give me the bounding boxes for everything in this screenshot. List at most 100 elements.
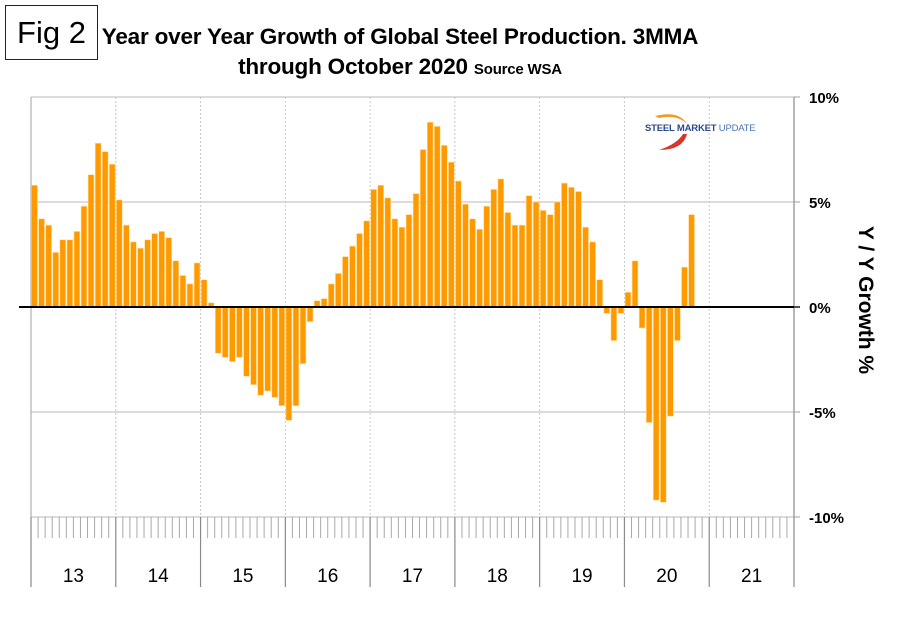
figure-label: Fig 2 <box>5 5 98 60</box>
y-tick-label: 10% <box>809 90 839 107</box>
bar <box>419 149 427 308</box>
bar <box>320 298 328 308</box>
bar <box>667 306 674 417</box>
y-tick-label: -5% <box>809 405 836 422</box>
bar <box>405 214 413 308</box>
bar <box>518 224 526 308</box>
bar <box>73 231 81 308</box>
bar <box>448 161 455 308</box>
bar <box>653 306 660 501</box>
chart-title: Year over Year Growth of Global Steel Pr… <box>100 22 700 85</box>
bar <box>278 306 286 406</box>
x-year-label: 20 <box>656 566 677 587</box>
bar <box>532 201 540 308</box>
bar <box>631 260 639 308</box>
bar <box>116 199 123 308</box>
bar <box>45 224 52 308</box>
y-tick-label: -10% <box>809 510 844 527</box>
bar <box>363 220 370 308</box>
bar <box>144 239 151 308</box>
bar <box>490 189 497 308</box>
logo-swoosh-icon <box>655 114 687 150</box>
bar <box>299 306 307 365</box>
title-line-1: Year over Year Growth of Global Steel Pr… <box>101 24 699 49</box>
bar <box>214 306 222 354</box>
bar <box>610 306 618 341</box>
y-tick-label: 5% <box>809 195 831 212</box>
y-tick-label: 0% <box>809 300 831 317</box>
bar <box>582 226 589 308</box>
bar <box>539 210 547 308</box>
bar <box>349 245 356 308</box>
bar <box>38 218 45 308</box>
bar <box>377 184 384 308</box>
bar <box>52 252 59 308</box>
bar <box>596 279 603 308</box>
bar <box>554 201 561 308</box>
x-year-label: 19 <box>571 566 592 587</box>
bar <box>87 174 95 308</box>
title-line-2: through October 2020 <box>238 54 468 79</box>
x-year-label: 14 <box>148 566 170 587</box>
bar <box>335 273 342 308</box>
y-axis-label: Y / Y Growth % <box>854 225 877 375</box>
bar <box>229 306 236 362</box>
bar <box>483 205 490 308</box>
bar <box>412 193 420 308</box>
bar <box>462 203 469 308</box>
logo-word-update: UPDATE <box>718 123 756 134</box>
bar <box>681 266 688 308</box>
steel-market-update-logo: STEEL MARKET UPDATE <box>643 112 783 152</box>
bar <box>384 197 392 308</box>
bar <box>645 306 653 423</box>
bar <box>441 145 448 308</box>
bar <box>172 260 180 308</box>
bar <box>94 142 102 308</box>
bar <box>158 231 165 308</box>
bar <box>31 184 38 308</box>
axes <box>19 97 800 517</box>
bar <box>250 306 257 385</box>
bar <box>200 279 208 308</box>
bar <box>342 256 349 308</box>
bar <box>243 306 250 377</box>
bar <box>257 306 264 396</box>
bar <box>497 178 505 308</box>
bar <box>575 191 582 308</box>
bar <box>179 275 187 308</box>
bar <box>525 195 533 308</box>
bar <box>292 306 300 406</box>
bar <box>674 306 681 341</box>
bar <box>123 224 130 308</box>
bar <box>476 229 483 308</box>
bar <box>547 214 554 308</box>
bar <box>285 306 293 421</box>
bar <box>511 224 519 308</box>
bar <box>193 262 201 308</box>
x-year-label: 17 <box>402 566 423 587</box>
bar <box>306 306 314 322</box>
x-year-label: 18 <box>487 566 508 587</box>
bar <box>589 241 596 308</box>
bar <box>165 237 172 308</box>
logo-word-steel: STEEL <box>645 123 675 134</box>
source-note: Source WSA <box>473 61 562 78</box>
bar <box>370 189 377 308</box>
x-axis-band: 13 14 15 16 17 18 19 20 21 <box>30 517 795 587</box>
bar <box>66 239 74 308</box>
bar <box>433 126 441 308</box>
bar <box>101 151 109 308</box>
x-year-label: 15 <box>232 566 253 587</box>
bar <box>236 306 243 358</box>
x-year-label: 21 <box>741 566 762 587</box>
bar <box>638 306 646 329</box>
bars <box>31 121 695 503</box>
bar <box>469 218 476 308</box>
bar <box>504 212 512 308</box>
bar <box>271 306 278 398</box>
bar <box>455 180 462 308</box>
bar <box>391 218 399 308</box>
bar <box>137 247 144 308</box>
x-year-label: 13 <box>63 566 84 587</box>
bar <box>688 214 695 308</box>
